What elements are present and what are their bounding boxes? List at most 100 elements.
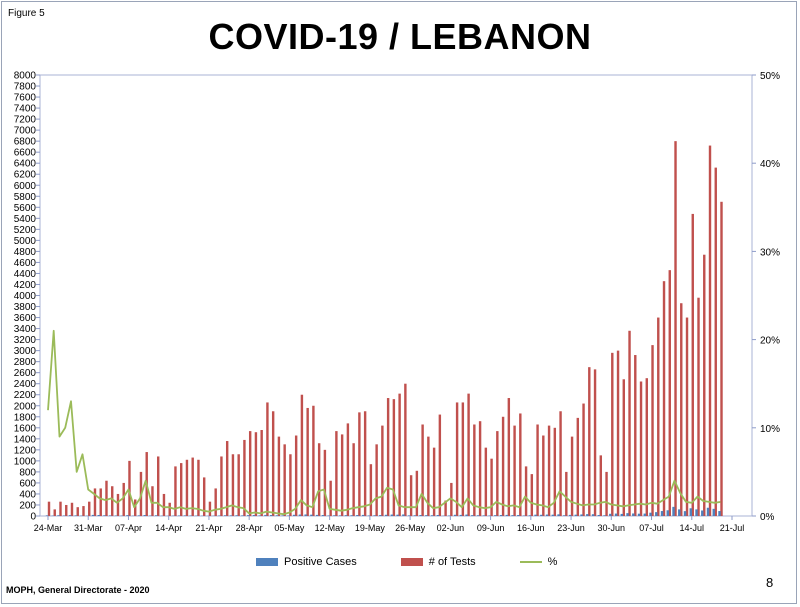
bar-tests <box>553 427 557 516</box>
x-tick-label: 26-May <box>395 523 426 533</box>
bar-tests <box>720 201 723 516</box>
bar-tests <box>496 431 499 516</box>
bar-tests <box>243 439 246 516</box>
bar-positive-cases <box>258 515 261 516</box>
bar-positive-cases <box>74 515 77 516</box>
bar-positive-cases <box>373 515 376 516</box>
bar-positive-cases <box>632 513 635 516</box>
bar-tests <box>93 488 97 516</box>
bar-positive-cases <box>68 515 72 516</box>
bar-tests <box>335 431 338 516</box>
bar-tests <box>237 454 240 516</box>
bar-tests <box>570 436 574 516</box>
bar-positive-cases <box>91 514 95 516</box>
bar-tests <box>59 501 62 516</box>
bar-tests <box>588 367 591 516</box>
y-left-tick-label: 0 <box>30 512 36 523</box>
bar-positive-cases <box>281 515 284 516</box>
bar-positive-cases <box>706 507 710 516</box>
y-left-tick-label: 1600 <box>14 423 37 434</box>
bar-positive-cases <box>695 509 698 516</box>
x-tick-label: 14-Jul <box>680 523 705 533</box>
bar-tests <box>47 501 51 516</box>
bar-tests <box>317 443 321 516</box>
bar-tests <box>369 464 373 516</box>
legend-item-tests: # of Tests <box>400 556 476 568</box>
bar-positive-cases <box>614 513 618 516</box>
bar-tests <box>266 402 269 516</box>
bar-positive-cases <box>103 515 106 516</box>
bar-tests <box>519 413 522 516</box>
y-left-tick-label: 3400 <box>14 324 37 335</box>
bar-tests <box>461 402 465 516</box>
y-left-tick-label: 5400 <box>14 214 37 225</box>
bar-positive-cases <box>327 515 330 516</box>
y-left-tick-label: 7600 <box>14 93 37 104</box>
bar-tests <box>168 502 171 516</box>
bar-positive-cases <box>114 515 118 516</box>
bar-positive-cases <box>643 513 646 516</box>
y-left-tick-label: 3600 <box>14 313 37 324</box>
plot-area <box>39 74 753 517</box>
y-left-tick-label: 800 <box>19 467 36 478</box>
bar-tests <box>582 403 585 516</box>
bar-tests <box>708 145 712 516</box>
y-left-tick-label: 6400 <box>14 159 37 170</box>
y-left-tick-label: 8000 <box>14 71 37 82</box>
bar-tests <box>340 434 344 516</box>
bar-positive-cases <box>177 515 181 516</box>
bar-positive-cases <box>235 515 238 516</box>
bar-tests <box>611 352 614 516</box>
bar-tests <box>70 502 74 516</box>
bar-tests <box>76 507 79 516</box>
y-left-tick-label: 2800 <box>14 357 37 368</box>
bar-tests <box>622 379 625 516</box>
bar-positive-cases <box>672 506 675 516</box>
bar-tests <box>277 436 281 516</box>
bar-positive-cases <box>425 515 428 516</box>
y-left-tick-label: 4000 <box>14 291 37 302</box>
bar-tests <box>157 456 160 516</box>
y-left-tick-label: 6000 <box>14 181 37 192</box>
bar-tests <box>116 493 120 516</box>
y-left-tick-label: 1400 <box>14 434 37 445</box>
y-left-tick-label: 400 <box>19 489 36 500</box>
bar-positive-cases <box>344 515 348 516</box>
bar-tests <box>111 486 114 516</box>
bar-positive-cases <box>649 512 652 516</box>
y-left-tick-label: 3800 <box>14 302 37 313</box>
bar-positive-cases <box>718 511 721 516</box>
bar-positive-cases <box>505 514 509 516</box>
y-left-tick-label: 4400 <box>14 269 37 280</box>
bar-tests <box>214 488 217 516</box>
bar-tests <box>283 444 286 516</box>
bar-positive-cases <box>476 515 480 516</box>
bar-tests <box>605 471 608 516</box>
y-left-tick-label: 3000 <box>14 346 37 357</box>
figure-label: Figure 5 <box>8 8 45 19</box>
x-tick-label: 07-Jul <box>639 523 664 533</box>
bar-positive-cases <box>149 515 152 516</box>
bar-tests <box>409 475 413 516</box>
bar-tests <box>536 424 539 516</box>
bar-positive-cases <box>333 515 336 516</box>
bar-tests <box>455 402 459 516</box>
bar-positive-cases <box>63 515 66 516</box>
bar-positive-cases <box>471 515 474 516</box>
bar-tests <box>490 458 493 516</box>
y-right-tick-label: 30% <box>760 247 780 258</box>
bar-positive-cases <box>292 514 296 516</box>
bar-tests <box>346 423 350 516</box>
y-left-tick-label: 5000 <box>14 236 37 247</box>
bar-tests <box>547 425 551 516</box>
bar-tests <box>415 470 419 516</box>
bar-tests <box>65 504 68 516</box>
bar-positive-cases <box>522 515 526 516</box>
footer-source: MOPH, General Directorate - 2020 <box>6 585 150 595</box>
bar-positive-cases <box>396 514 399 516</box>
bar-positive-cases <box>563 515 566 516</box>
bar-tests <box>134 499 137 516</box>
x-tick-label: 28-Apr <box>236 523 263 533</box>
y-left-tick-label: 200 <box>19 500 36 511</box>
